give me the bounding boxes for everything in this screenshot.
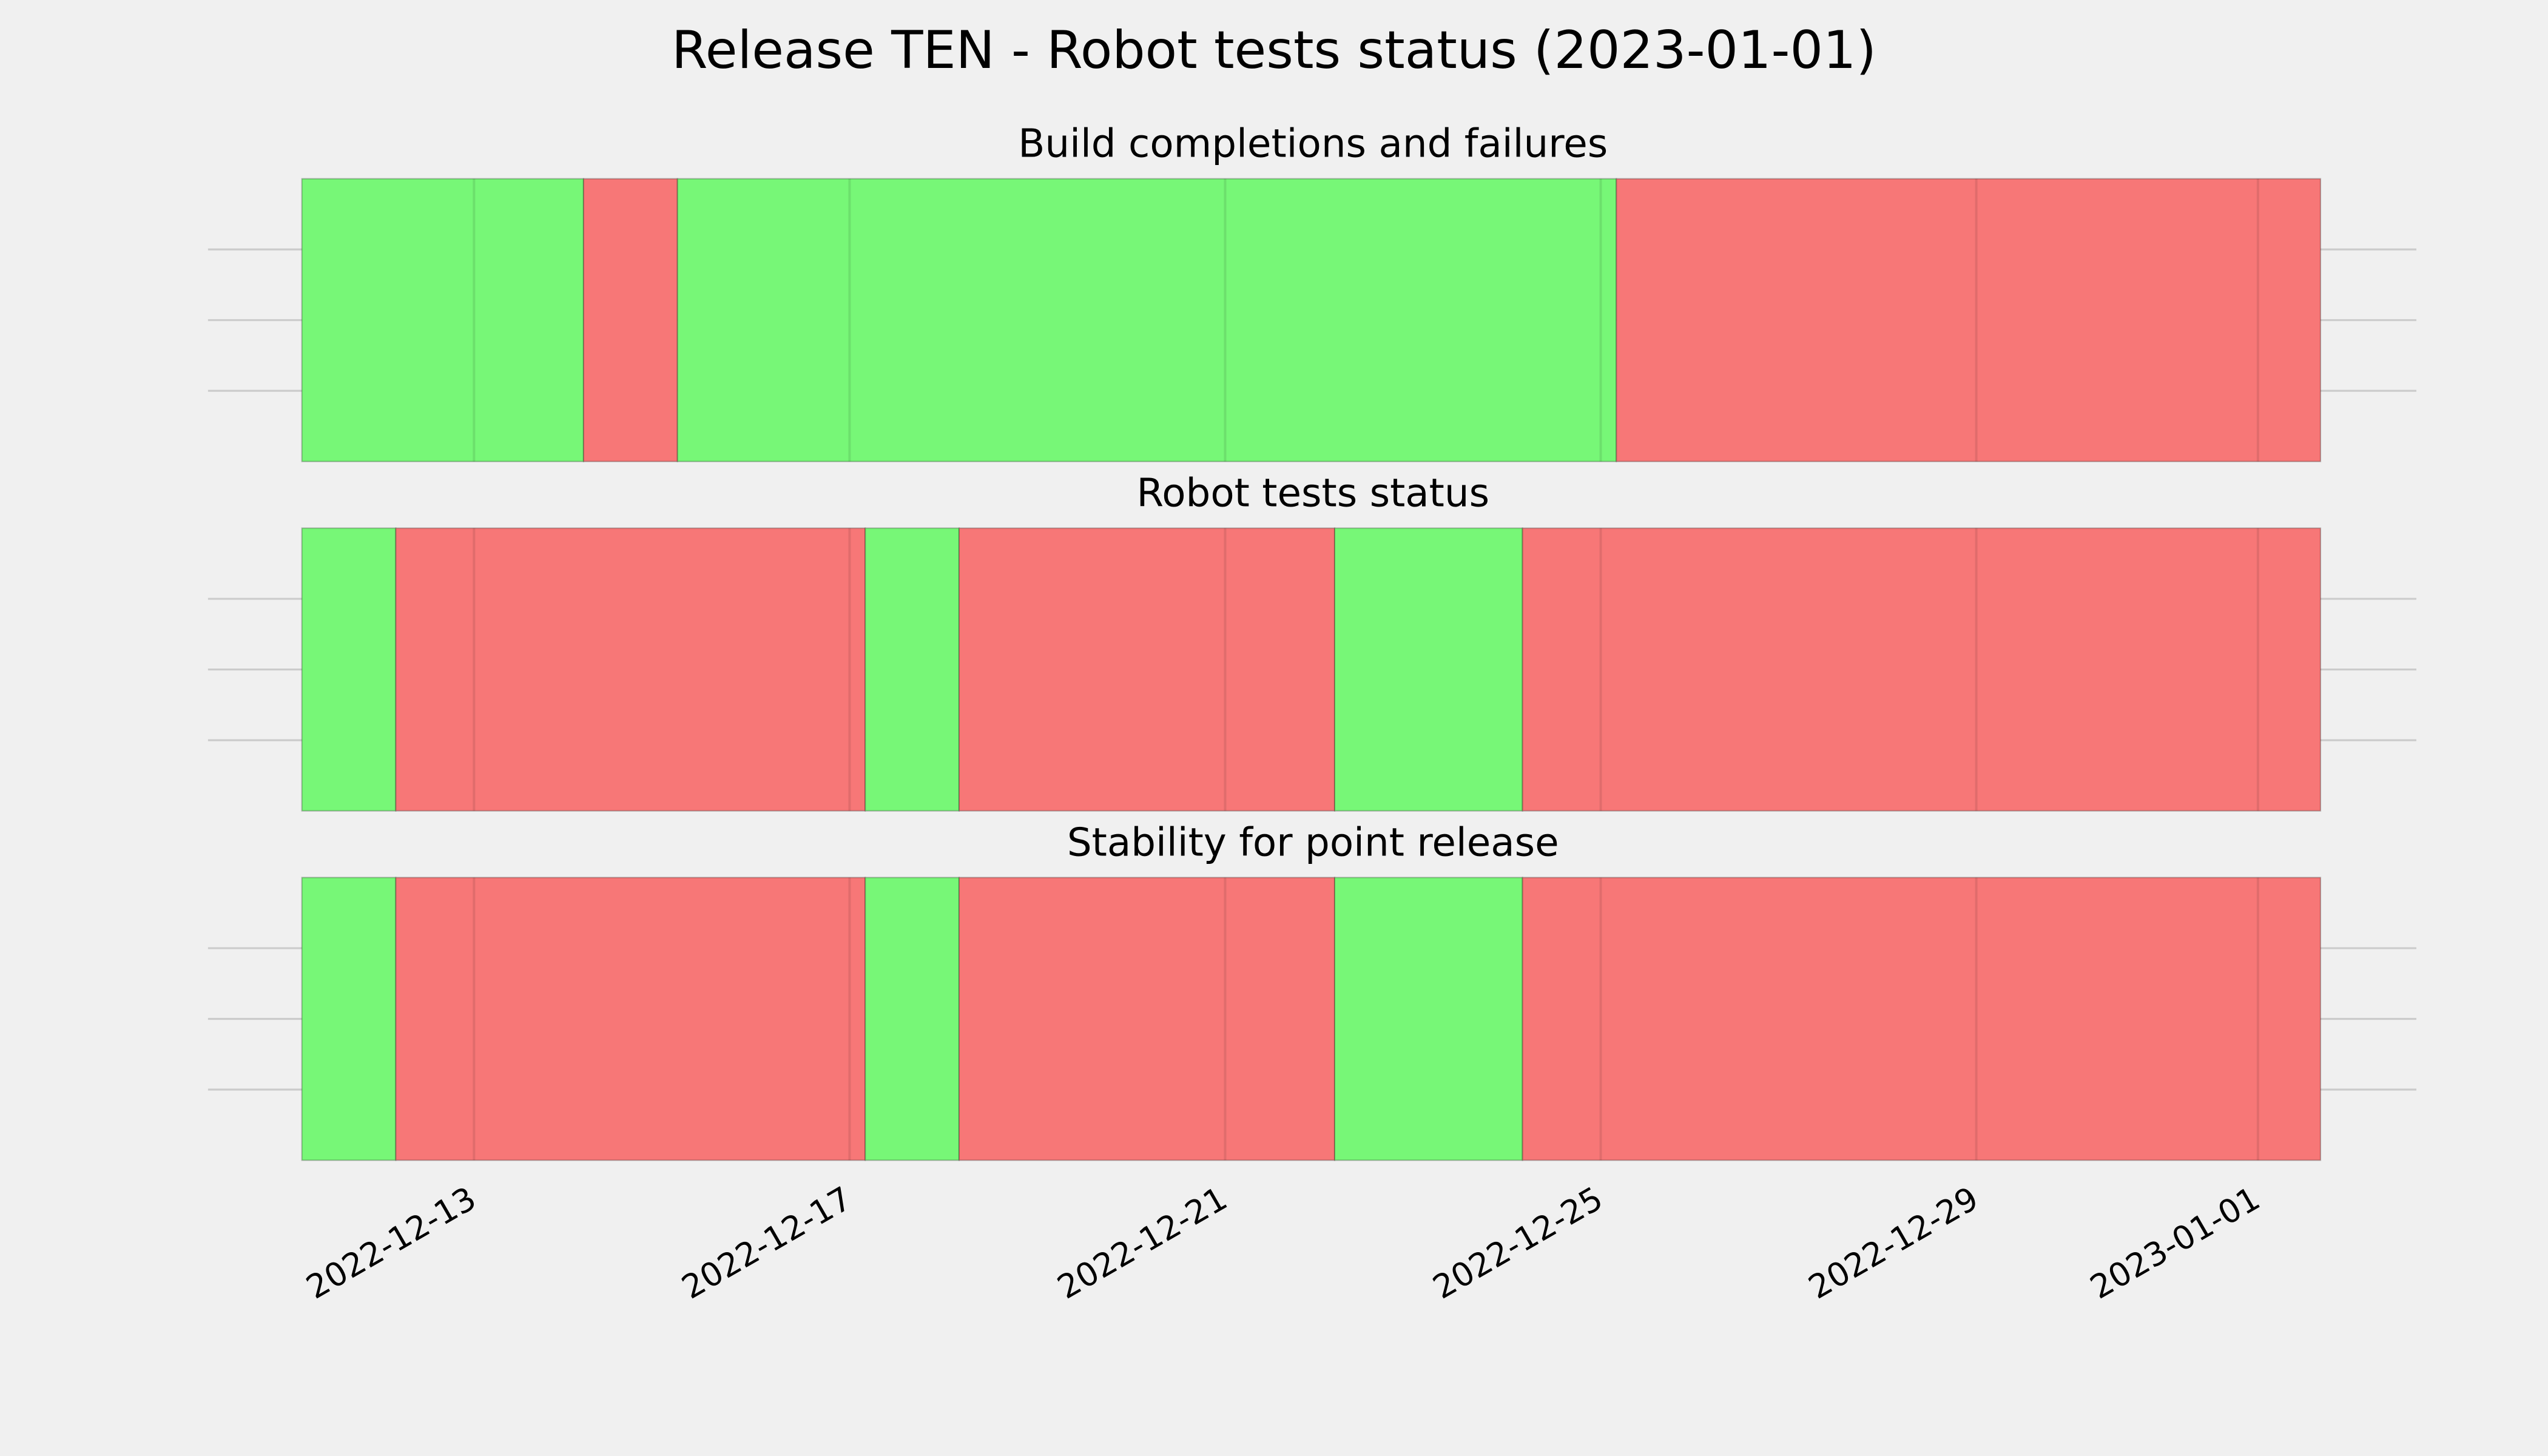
status-span [301, 178, 584, 462]
status-span [1522, 877, 2322, 1161]
status-span [676, 178, 1617, 462]
panel-title: Robot tests status [1136, 471, 1489, 516]
panel-title: Build completions and failures [1018, 121, 1608, 167]
status-span [1333, 527, 1523, 812]
panel-title: Stability for point release [1067, 820, 1559, 865]
status-span [582, 178, 678, 462]
status-span [1333, 877, 1523, 1161]
status-span [958, 877, 1336, 1161]
status-span [395, 877, 866, 1161]
status-span [864, 877, 960, 1161]
status-span [395, 527, 866, 812]
chart-title: Release TEN - Robot tests status (2023-0… [672, 20, 1876, 81]
status-span [1522, 527, 2322, 812]
status-span [301, 527, 397, 812]
status-span [1616, 178, 2322, 462]
status-span [864, 527, 960, 812]
status-span [301, 877, 397, 1161]
status-span [958, 527, 1336, 812]
